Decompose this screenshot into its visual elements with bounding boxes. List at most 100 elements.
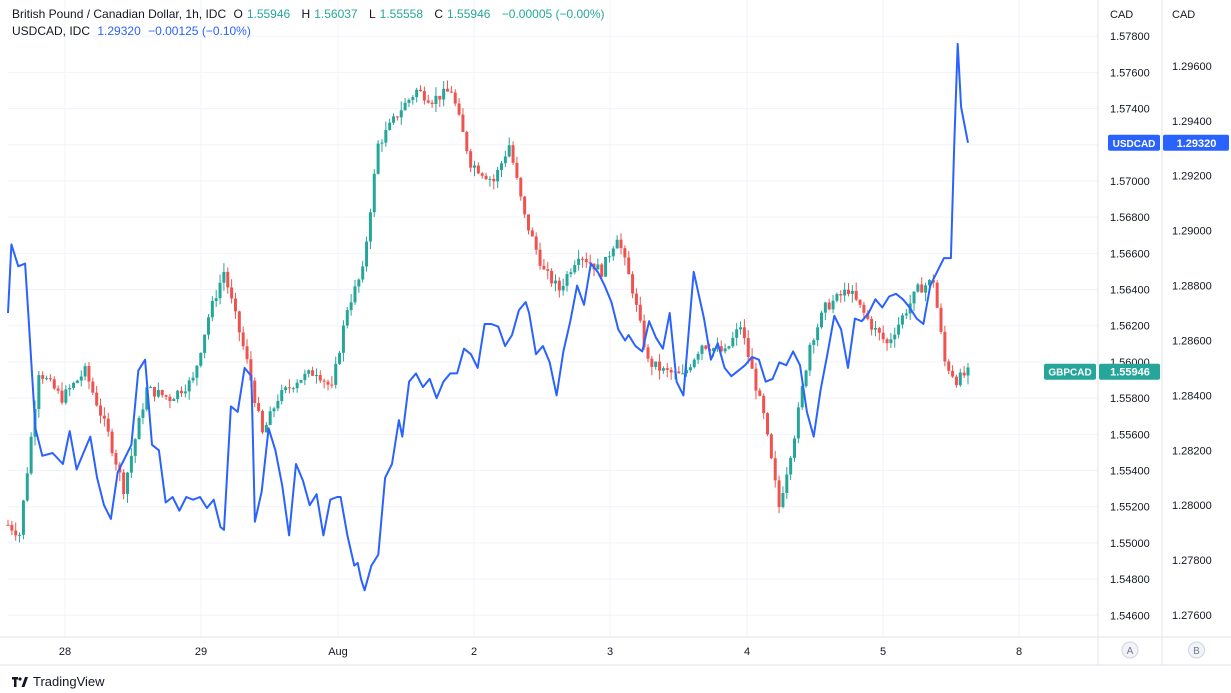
candle-body	[650, 358, 654, 367]
candle	[557, 277, 561, 298]
candle	[519, 176, 523, 201]
candle	[496, 166, 500, 189]
x-tick-label: 2	[471, 646, 477, 658]
candle	[52, 376, 56, 390]
candle	[627, 251, 631, 275]
candle-body	[395, 116, 399, 118]
candle	[966, 363, 970, 385]
candle-body	[615, 239, 619, 249]
candle	[650, 355, 654, 376]
candle	[160, 389, 164, 398]
axis-a-tick-label: 1.57600	[1110, 67, 1150, 79]
axis-a-tick-label: 1.56200	[1110, 321, 1150, 333]
candle	[569, 268, 573, 278]
candle-body	[365, 241, 369, 267]
tradingview-logo-icon	[12, 676, 28, 687]
candle-body	[415, 89, 419, 98]
candle-body	[368, 212, 372, 242]
candle	[584, 252, 588, 268]
candle-body	[785, 474, 789, 494]
candle-body	[642, 320, 646, 348]
candle	[156, 382, 160, 398]
candle	[218, 274, 222, 305]
candle	[499, 160, 503, 178]
candle	[183, 384, 187, 398]
candle-body	[835, 294, 839, 301]
candle	[365, 236, 369, 272]
candle-body	[341, 325, 345, 353]
candle-body	[723, 348, 727, 352]
candle-body	[816, 327, 820, 341]
candle	[14, 522, 18, 541]
overlay-value: 1.29320	[97, 24, 141, 38]
candle-body	[607, 256, 611, 258]
candle	[746, 330, 750, 364]
candle-body	[156, 390, 160, 397]
candle	[542, 258, 546, 271]
candle-body	[291, 388, 295, 390]
axis-b-tick-label: 1.27800	[1172, 555, 1212, 567]
candle	[345, 306, 349, 329]
candle-body	[307, 370, 311, 374]
candle	[596, 258, 600, 270]
candle-body	[10, 524, 14, 531]
candle-body	[476, 165, 480, 174]
candle-body	[715, 346, 719, 349]
candle	[133, 438, 137, 464]
candle	[658, 354, 662, 380]
candle-body	[596, 264, 600, 270]
candle-body	[29, 436, 33, 474]
candle-body	[484, 175, 488, 180]
candle-body	[727, 346, 731, 349]
candle-body	[226, 271, 230, 288]
candle	[877, 326, 881, 341]
candle-body	[172, 399, 176, 402]
candle-body	[122, 472, 126, 494]
candle-body	[426, 100, 430, 103]
candle-body	[102, 415, 106, 419]
candle-body	[388, 122, 392, 130]
candle-body	[153, 386, 157, 397]
candle-body	[796, 407, 800, 439]
candle	[403, 97, 407, 111]
candle-body	[203, 334, 207, 353]
candle-body	[6, 524, 10, 526]
candle	[473, 160, 477, 177]
candle	[314, 368, 318, 384]
candle	[438, 95, 442, 108]
candle	[380, 139, 384, 152]
usdcad-series-tag: USDCAD	[1113, 139, 1156, 150]
overlay-series-title: USDCAD, IDC	[12, 24, 91, 38]
candle-body	[168, 396, 172, 402]
candle-body	[465, 131, 469, 152]
candle	[253, 377, 257, 408]
axis-a-button[interactable]	[1121, 641, 1139, 659]
candle	[893, 327, 897, 348]
x-tick-label: 4	[744, 646, 750, 658]
candle-body	[164, 395, 168, 397]
candle	[924, 282, 928, 302]
candle	[958, 368, 962, 387]
candle	[719, 340, 723, 353]
candle-body	[52, 379, 56, 389]
candle-body	[584, 259, 588, 263]
candle-body	[943, 331, 947, 362]
candle	[939, 303, 943, 335]
candle-body	[793, 438, 797, 458]
candle-body	[565, 274, 569, 286]
candle-body	[789, 457, 793, 475]
candle	[889, 332, 893, 348]
axis-b-button[interactable]	[1188, 641, 1205, 659]
candle	[488, 176, 492, 187]
candle-body	[353, 286, 357, 303]
candle-body	[214, 298, 218, 301]
candle	[507, 137, 511, 158]
candle-body	[380, 142, 384, 144]
candle-body	[446, 88, 450, 92]
candle	[553, 274, 557, 292]
usdcad-series-tag-bg	[1108, 134, 1160, 151]
candle	[900, 313, 904, 329]
candle	[881, 325, 885, 344]
candle-body	[442, 88, 446, 100]
